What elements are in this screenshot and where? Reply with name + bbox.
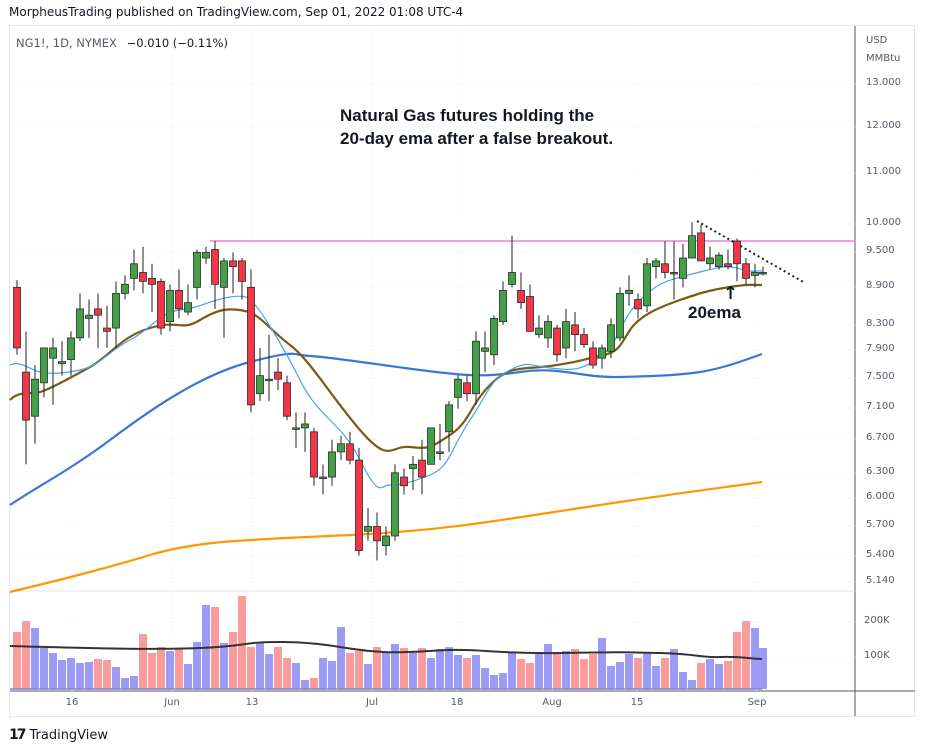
price-tick: 10.000 xyxy=(866,217,901,228)
price-tick: 9.500 xyxy=(866,245,895,256)
footer-brand: 17 TradingView xyxy=(9,727,108,743)
symbol-info: NG1!, 1D, NYMEX xyxy=(16,36,117,50)
price-tick: 7.900 xyxy=(866,343,895,354)
price-tick: 8.300 xyxy=(866,318,895,329)
price-tick: 5.140 xyxy=(866,575,895,586)
annotation-line-2: 20-day ema after a false breakout. xyxy=(340,129,614,148)
price-tick: 12.000 xyxy=(866,120,901,131)
date-tick: 13 xyxy=(245,697,259,708)
price-tick: 7.100 xyxy=(866,401,895,412)
currency-label: USD xyxy=(866,35,888,46)
chart-frame xyxy=(9,25,915,717)
unit-label: MMBtu xyxy=(866,53,901,64)
date-tick: Jun xyxy=(164,697,180,708)
brand-name: TradingView xyxy=(29,727,109,743)
price-change: −0.010 (−0.11%) xyxy=(126,36,228,50)
ema-annotation: 20ema xyxy=(688,303,741,322)
price-tick: 6.300 xyxy=(866,466,895,477)
price-tick: 8.900 xyxy=(866,280,895,291)
volume-tick: 100K xyxy=(864,650,890,661)
date-tick: Sep xyxy=(747,697,767,708)
price-tick: 6.700 xyxy=(866,432,895,443)
date-tick: Aug xyxy=(542,697,562,708)
chart-annotation: Natural Gas futures holding the 20-day e… xyxy=(340,104,613,150)
date-tick: 16 xyxy=(65,697,79,708)
date-tick: 15 xyxy=(630,697,644,708)
volume-tick: 200K xyxy=(864,615,890,626)
price-tick: 11.000 xyxy=(866,166,901,177)
up-arrow-icon: ↑ xyxy=(723,283,739,304)
symbol-legend: NG1!, 1D, NYMEX −0.010 (−0.11%) xyxy=(16,36,228,50)
publish-info: MorpheusTrading published on TradingView… xyxy=(9,5,464,19)
annotation-line-1: Natural Gas futures holding the xyxy=(340,106,595,125)
price-tick: 13.000 xyxy=(866,77,901,88)
price-tick: 7.500 xyxy=(866,371,895,382)
tradingview-logo-icon: 17 xyxy=(9,727,27,743)
date-tick: 18 xyxy=(450,697,464,708)
price-tick: 6.000 xyxy=(866,491,895,502)
price-tick: 5.700 xyxy=(866,519,895,530)
date-tick: Jul xyxy=(365,697,379,708)
price-tick: 5.400 xyxy=(866,549,895,560)
